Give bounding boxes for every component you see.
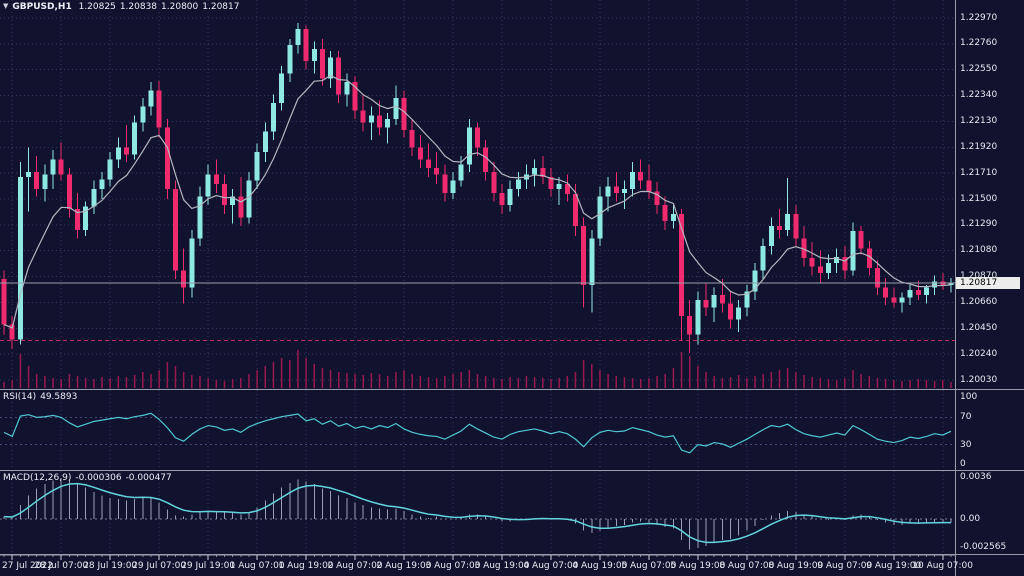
price-axis-label: 1.21290 — [960, 219, 998, 230]
price-axis-label: 1.20030 — [960, 374, 998, 385]
time-axis-label: 27 Jul 2022 — [2, 561, 53, 571]
time-axis-label: 8 Aug 19:00 — [768, 561, 824, 571]
price-axis[interactable]: 1.20817 1.22970 1.22760 1.22550 1.22340 1.22… — [955, 0, 1024, 389]
price-axis-label: 1.21920 — [960, 141, 998, 152]
time-axis-label: 29 Jul 07:00 — [132, 561, 187, 571]
price-axis-label: 1.22130 — [960, 115, 998, 126]
time-axis-label: 9 Aug 07:00 — [817, 561, 873, 571]
ohlc-high: 1.20838 — [119, 2, 158, 12]
time-axis-label: 4 Aug 19:00 — [572, 561, 628, 571]
price-axis-label: 1.20240 — [960, 348, 998, 359]
rsi-chart[interactable] — [0, 390, 955, 470]
rsi-indicator-label: RSI(14) 49.5893 — [3, 392, 81, 402]
time-axis-label: 1 Aug 19:00 — [278, 561, 334, 571]
axis-divider — [955, 555, 956, 576]
macd-pane: MACD(12,26,9) -0.000306 -0.000477 0.0036 0.… — [0, 471, 1024, 555]
rsi-axis-label: 70 — [960, 412, 972, 423]
current-price-tag: 1.20817 — [956, 277, 1020, 290]
ohlc-low: 1.20800 — [161, 2, 199, 12]
macd-plot[interactable]: MACD(12,26,9) -0.000306 -0.000477 — [0, 471, 955, 554]
macd-name: MACD(12,26,9) — [3, 473, 72, 483]
chart-title: ▼ GBPUSD,H1 1.20825 1.20838 1.20800 1.20817 — [3, 2, 243, 12]
price-axis-label: 1.21080 — [960, 245, 998, 256]
price-axis-label: 1.22550 — [960, 64, 998, 75]
time-axis-ticks — [0, 555, 955, 560]
rsi-axis-label: 30 — [960, 439, 972, 450]
time-axis-label: 3 Aug 07:00 — [425, 561, 481, 571]
time-axis-label: 3 Aug 19:00 — [474, 561, 530, 571]
symbol-label: GBPUSD,H1 — [12, 2, 72, 12]
time-axis-label: 4 Aug 07:00 — [523, 561, 579, 571]
time-axis-label: 28 Jul 19:00 — [83, 561, 138, 571]
rsi-axis-label: 100 — [960, 392, 978, 402]
time-axis-label: 8 Aug 07:00 — [719, 561, 775, 571]
price-axis-label: 1.20870 — [960, 271, 998, 282]
price-axis-label: 1.21500 — [960, 193, 998, 204]
rsi-value: 49.5893 — [40, 392, 78, 402]
macd-axis-label: 0.00 — [960, 514, 981, 524]
price-axis-label: 1.21710 — [960, 167, 998, 178]
time-axis-label: 2 Aug 07:00 — [327, 561, 383, 571]
macd-value-main: -0.000306 — [75, 473, 122, 483]
time-axis-label: 5 Aug 07:00 — [621, 561, 677, 571]
time-axis-label: 9 Aug 19:00 — [866, 561, 922, 571]
macd-value-signal: -0.000477 — [125, 473, 172, 483]
price-axis-label: 1.20660 — [960, 296, 998, 307]
time-axis-label: 1 Aug 07:00 — [229, 561, 285, 571]
main-chart-plot[interactable]: ▼ GBPUSD,H1 1.20825 1.20838 1.20800 1.20817 — [0, 0, 955, 389]
rsi-axis-label: 0 — [960, 459, 966, 469]
ohlc-open: 1.20825 — [78, 2, 116, 12]
time-axis-label: 2 Aug 19:00 — [376, 561, 432, 571]
macd-chart[interactable] — [0, 471, 955, 554]
time-axis-label: 29 Jul 19:00 — [181, 561, 236, 571]
rsi-plot[interactable]: RSI(14) 49.5893 — [0, 390, 955, 470]
time-axis-label: 5 Aug 19:00 — [670, 561, 726, 571]
macd-axis-label: -0.002565 — [960, 542, 1007, 552]
rsi-pane: RSI(14) 49.5893 100 70 30 0 — [0, 390, 1024, 471]
macd-axis[interactable]: 0.0036 0.00 -0.002565 — [955, 471, 1024, 554]
price-axis-label: 1.22970 — [960, 12, 998, 23]
price-axis-label: 1.20450 — [960, 322, 998, 333]
time-axis-label: 10 Aug 07:00 — [912, 561, 973, 571]
macd-axis-label: 0.0036 — [960, 472, 992, 482]
candlestick-chart[interactable] — [0, 0, 955, 389]
rsi-axis[interactable]: 100 70 30 0 — [955, 390, 1024, 470]
macd-indicator-label: MACD(12,26,9) -0.000306 -0.000477 — [3, 473, 176, 483]
time-axis[interactable]: 27 Jul 2022 28 Jul 07:00 28 Jul 19:00 29 Ju… — [0, 555, 1024, 576]
price-axis-label: 1.22760 — [960, 38, 998, 49]
main-chart-pane: ▼ GBPUSD,H1 1.20825 1.20838 1.20800 1.20817 … — [0, 0, 1024, 390]
symbol-dropdown-icon[interactable]: ▼ — [3, 2, 9, 10]
time-axis-label: 28 Jul 07:00 — [34, 561, 89, 571]
price-axis-label: 1.22340 — [960, 90, 998, 101]
ohlc-close: 1.20817 — [202, 2, 240, 12]
rsi-name: RSI(14) — [3, 392, 37, 402]
